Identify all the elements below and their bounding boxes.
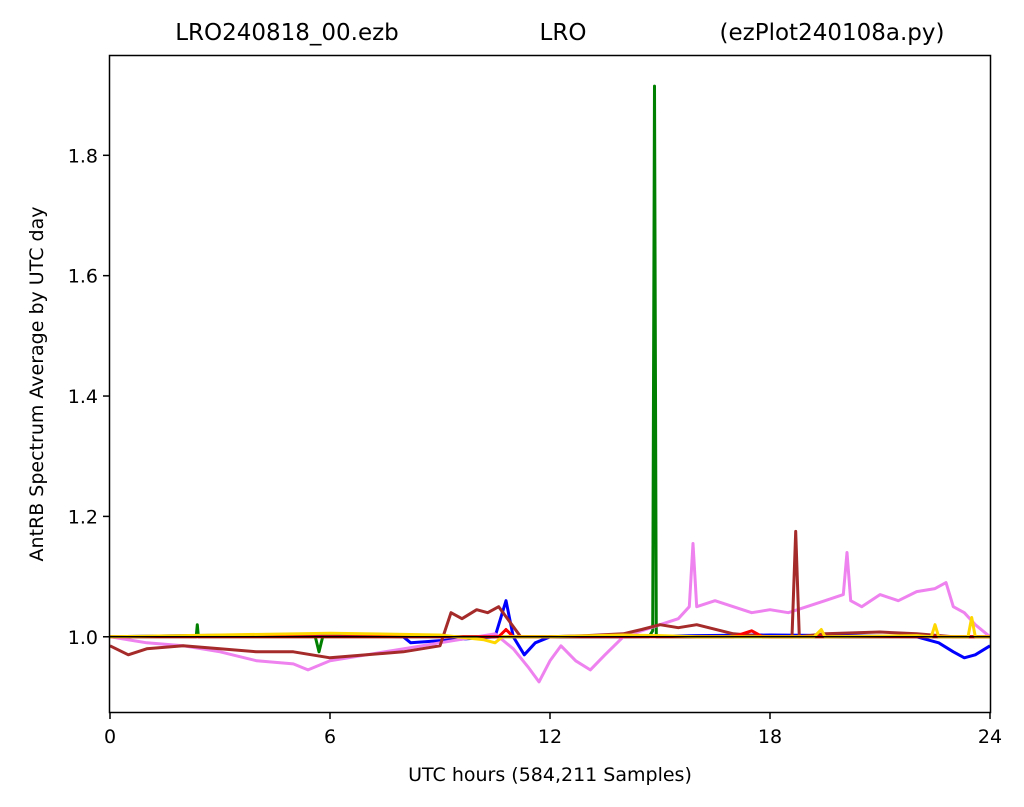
header-center-label: LRO <box>540 20 587 46</box>
y-tick-label: 1.0 <box>68 627 98 649</box>
x-tick-label: 0 <box>104 726 116 748</box>
tick-layer: 0 6 12 18 24 1.0 1.2 1.4 1.6 1.8 <box>68 145 1002 748</box>
series-layer <box>109 84 991 684</box>
y-tick-label: 1.2 <box>68 506 98 528</box>
header-left-label: LRO240818_00.ezb <box>175 20 399 46</box>
x-tick-label: 6 <box>324 726 336 748</box>
series-line-5 <box>109 616 990 645</box>
y-tick-label: 1.4 <box>68 386 98 408</box>
y-tick-label: 1.8 <box>68 145 98 167</box>
x-tick-label: 12 <box>538 726 562 748</box>
plot-frame <box>108 54 992 714</box>
series-line-2 <box>109 542 991 684</box>
series-line-3 <box>109 529 990 660</box>
x-axis-label: UTC hours (584,211 Samples) <box>408 764 692 786</box>
y-tick-label: 1.6 <box>68 266 98 288</box>
y-axis-label: AntRB Spectrum Average by UTC day <box>26 207 48 562</box>
x-tick-label: 18 <box>758 726 782 748</box>
header-right-label: (ezPlot240108a.py) <box>720 20 945 46</box>
x-tick-label: 24 <box>978 726 1002 748</box>
series-line-1 <box>110 84 990 654</box>
